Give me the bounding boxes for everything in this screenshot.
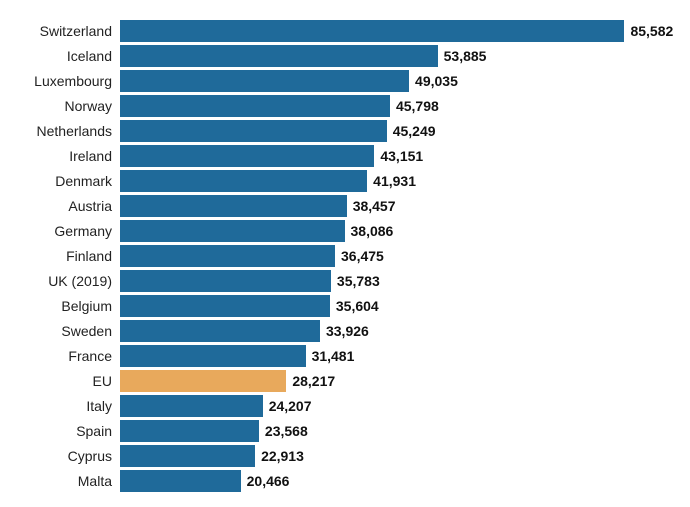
bar-area: 35,604: [120, 293, 680, 318]
bar-label: UK (2019): [10, 273, 120, 289]
bar-value: 38,086: [345, 223, 394, 239]
bar-label: Austria: [10, 198, 120, 214]
bar-label: Netherlands: [10, 123, 120, 139]
bar-label: Switzerland: [10, 23, 120, 39]
bar-row: Italy 24,207: [10, 393, 680, 418]
bar-area: 23,568: [120, 418, 680, 443]
bar-area: 85,582: [120, 18, 680, 43]
bar-label: Denmark: [10, 173, 120, 189]
bar-row: Denmark 41,931: [10, 168, 680, 193]
bar-value: 22,913: [255, 448, 304, 464]
bar-row: Spain 23,568: [10, 418, 680, 443]
bar-value: 45,798: [390, 98, 439, 114]
bar-area: 53,885: [120, 43, 680, 68]
bar-value: 53,885: [438, 48, 487, 64]
bar-area: 36,475: [120, 243, 680, 268]
bar-value: 35,783: [331, 273, 380, 289]
bar-row: EU 28,217: [10, 368, 680, 393]
bar-value: 36,475: [335, 248, 384, 264]
bar-label: Iceland: [10, 48, 120, 64]
bar-area: 43,151: [120, 143, 680, 168]
bar: [120, 20, 624, 42]
bar-value: 41,931: [367, 173, 416, 189]
bar-area: 38,086: [120, 218, 680, 243]
bar-value: 20,466: [241, 473, 290, 489]
bar-area: 20,466: [120, 468, 680, 493]
bar-value: 43,151: [374, 148, 423, 164]
bar-row: UK (2019) 35,783: [10, 268, 680, 293]
bar-row: Ireland 43,151: [10, 143, 680, 168]
bar-area: 45,249: [120, 118, 680, 143]
bar-label: Ireland: [10, 148, 120, 164]
bar-label: Luxembourg: [10, 73, 120, 89]
bar-value: 23,568: [259, 423, 308, 439]
bar-row: Iceland 53,885: [10, 43, 680, 68]
bar: [120, 70, 409, 92]
bar: [120, 220, 345, 242]
bar-value: 35,604: [330, 298, 379, 314]
bar-label: Finland: [10, 248, 120, 264]
horizontal-bar-chart: Switzerland 85,582 Iceland 53,885 Luxembourg…: [10, 18, 680, 493]
bar-value: 28,217: [286, 373, 335, 389]
bar: [120, 45, 438, 67]
bar: [120, 270, 331, 292]
bar-area: 24,207: [120, 393, 680, 418]
bar-row: Sweden 33,926: [10, 318, 680, 343]
bar-label: Italy: [10, 398, 120, 414]
bar: [120, 95, 390, 117]
bar: [120, 120, 387, 142]
bar-area: 41,931: [120, 168, 680, 193]
bar: [120, 445, 255, 467]
bar: [120, 420, 259, 442]
bar-area: 45,798: [120, 93, 680, 118]
bar-row: Luxembourg 49,035: [10, 68, 680, 93]
bar-row: Austria 38,457: [10, 193, 680, 218]
bar-row: Norway 45,798: [10, 93, 680, 118]
bar-label: Sweden: [10, 323, 120, 339]
bar-value: 45,249: [387, 123, 436, 139]
bar-area: 28,217: [120, 368, 680, 393]
bar-value: 24,207: [263, 398, 312, 414]
bar-label: EU: [10, 373, 120, 389]
bar: [120, 295, 330, 317]
bar: [120, 345, 306, 367]
bar: [120, 245, 335, 267]
bar: [120, 170, 367, 192]
bar-area: 22,913: [120, 443, 680, 468]
bar-row: Belgium 35,604: [10, 293, 680, 318]
bar-label: Germany: [10, 223, 120, 239]
bar-value: 33,926: [320, 323, 369, 339]
bar: [120, 320, 320, 342]
bar-area: 33,926: [120, 318, 680, 343]
bar-label: France: [10, 348, 120, 364]
bar-row: Malta 20,466: [10, 468, 680, 493]
bar-label: Belgium: [10, 298, 120, 314]
bar-value: 85,582: [624, 23, 673, 39]
bar-label: Norway: [10, 98, 120, 114]
bar: [120, 470, 241, 492]
bar-value: 49,035: [409, 73, 458, 89]
bar-area: 31,481: [120, 343, 680, 368]
bar-row: Germany 38,086: [10, 218, 680, 243]
bar: [120, 395, 263, 417]
bar-value: 31,481: [306, 348, 355, 364]
bar: [120, 145, 374, 167]
bar-label: Cyprus: [10, 448, 120, 464]
bar-row: Switzerland 85,582: [10, 18, 680, 43]
bar-area: 35,783: [120, 268, 680, 293]
bar-value: 38,457: [347, 198, 396, 214]
bar: [120, 195, 347, 217]
bar-row: Finland 36,475: [10, 243, 680, 268]
bar-label: Malta: [10, 473, 120, 489]
bar-row: France 31,481: [10, 343, 680, 368]
bar-area: 49,035: [120, 68, 680, 93]
bar-area: 38,457: [120, 193, 680, 218]
bar-row: Cyprus 22,913: [10, 443, 680, 468]
bar-row: Netherlands 45,249: [10, 118, 680, 143]
bar: [120, 370, 286, 392]
bar-label: Spain: [10, 423, 120, 439]
